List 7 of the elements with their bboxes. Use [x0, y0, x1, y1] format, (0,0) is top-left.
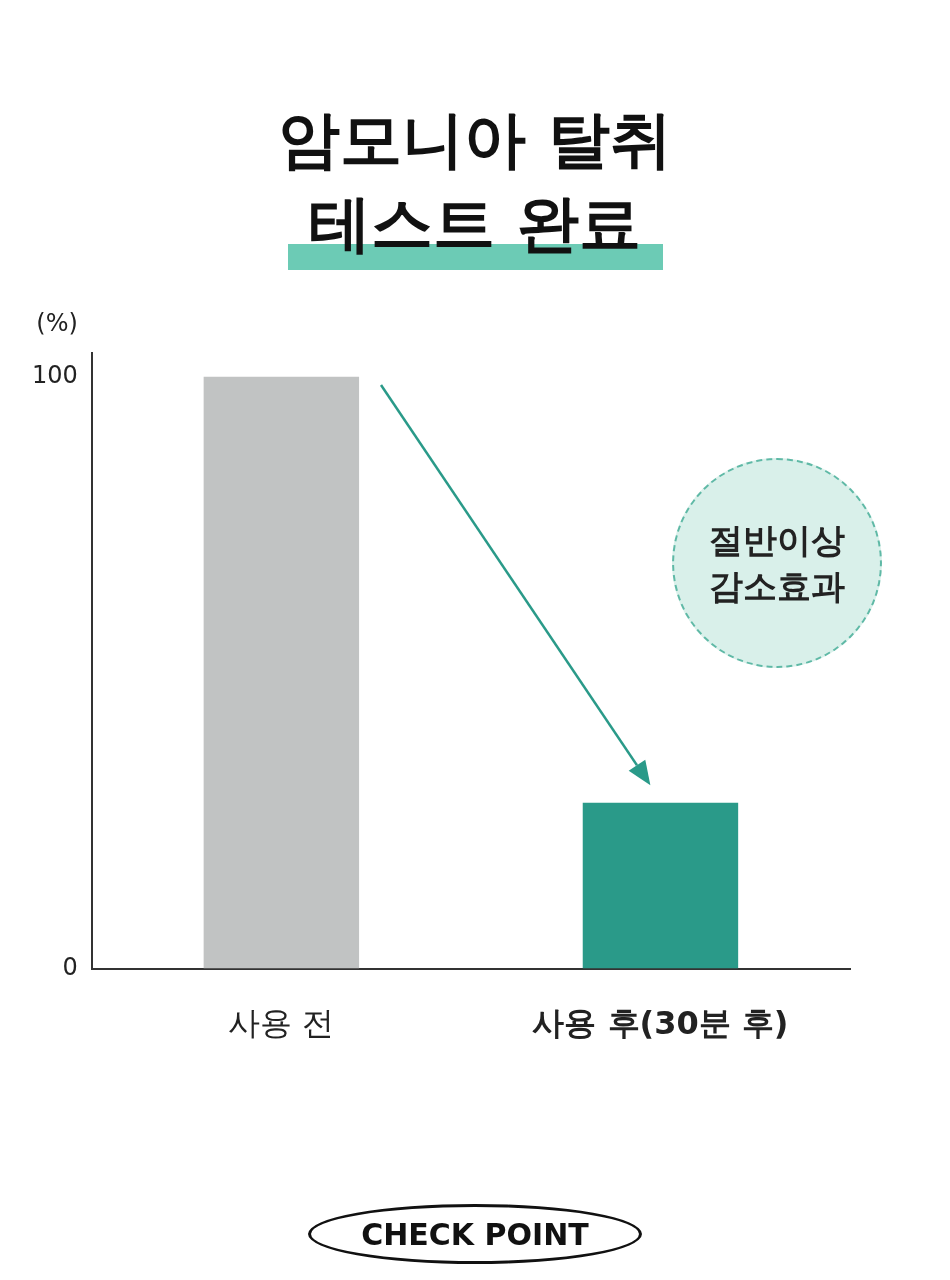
y-tick-label: 0 [62, 952, 78, 981]
x-tick-label: 사용 후(30분 후) [532, 1004, 789, 1043]
x-tick-label: 사용 전 [228, 1004, 335, 1043]
y-axis-title: (%) [36, 309, 78, 338]
annotation: 절반이상 감소효과 [708, 519, 846, 608]
chart-title: 암모니아 탈취 테스트 완료 [278, 103, 672, 260]
y-tick-label: 100 [32, 360, 78, 389]
